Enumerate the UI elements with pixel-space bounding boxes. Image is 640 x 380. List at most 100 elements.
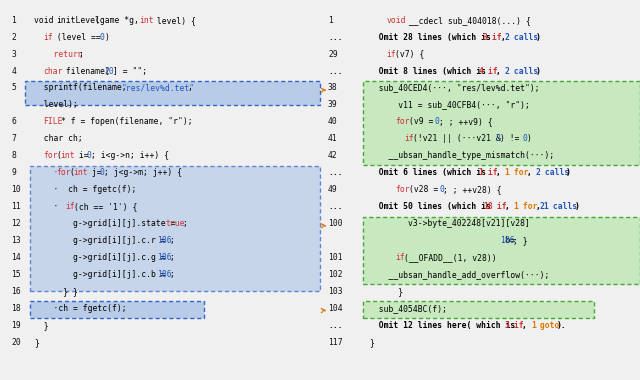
Text: ...: ... bbox=[328, 321, 342, 330]
Text: ,: , bbox=[496, 168, 506, 177]
Text: 3: 3 bbox=[483, 33, 488, 42]
Text: 14: 14 bbox=[11, 253, 21, 262]
Text: ; }: ; } bbox=[513, 236, 528, 245]
Text: ; i<g->n; i++) {: ; i<g->n; i++) { bbox=[91, 151, 169, 160]
Text: 7: 7 bbox=[11, 134, 16, 143]
Text: ,: , bbox=[505, 202, 515, 211]
Text: int: int bbox=[140, 16, 154, 25]
Text: true: true bbox=[165, 219, 185, 228]
Text: ): ) bbox=[566, 168, 571, 177]
Text: 29: 29 bbox=[328, 50, 338, 59]
Text: ) !=: ) != bbox=[500, 134, 525, 143]
Text: Omit 12 lines here( which is: Omit 12 lines here( which is bbox=[369, 321, 520, 330]
Text: 3: 3 bbox=[496, 134, 501, 143]
Text: 9: 9 bbox=[11, 168, 16, 177]
Text: ): ) bbox=[535, 33, 540, 42]
Text: 102: 102 bbox=[328, 270, 342, 279]
Text: if: if bbox=[396, 253, 405, 262]
Text: 10: 10 bbox=[11, 185, 21, 194]
Bar bbox=[363, 81, 640, 165]
Text: if: if bbox=[43, 33, 52, 42]
Text: (ch == '1') {: (ch == '1') { bbox=[74, 202, 137, 211]
Text: char ch;: char ch; bbox=[35, 134, 83, 143]
Text: 3: 3 bbox=[11, 50, 16, 59]
Text: 0: 0 bbox=[87, 151, 92, 160]
Text: (v7) {: (v7) { bbox=[396, 50, 425, 59]
Text: filename[: filename[ bbox=[61, 66, 109, 76]
Text: 1: 1 bbox=[328, 16, 333, 25]
Text: 21: 21 bbox=[540, 202, 549, 211]
Text: (level ==: (level == bbox=[52, 33, 106, 42]
Text: g->grid[i][j].state =: g->grid[i][j].state = bbox=[35, 219, 180, 228]
Text: calls: calls bbox=[509, 33, 538, 42]
Text: (game *g,: (game *g, bbox=[95, 16, 144, 25]
Text: }: } bbox=[369, 338, 374, 347]
Bar bbox=[26, 81, 320, 104]
Text: ...: ... bbox=[328, 66, 342, 76]
Text: void: void bbox=[387, 16, 406, 25]
Text: 20: 20 bbox=[11, 338, 21, 347]
Text: void: void bbox=[35, 16, 59, 25]
Text: 104: 104 bbox=[328, 304, 342, 313]
Text: calls: calls bbox=[548, 202, 578, 211]
Text: for: for bbox=[56, 168, 71, 177]
Text: (!v21 || (···v21 &: (!v21 || (···v21 & bbox=[413, 134, 506, 143]
Bar bbox=[363, 217, 640, 284]
Text: ,: , bbox=[496, 66, 506, 76]
Text: v3->byte_402248[v21][v28]: v3->byte_402248[v21][v28] bbox=[369, 219, 530, 228]
Text: 186: 186 bbox=[157, 253, 172, 262]
Text: g->grid[i][j].c.r =: g->grid[i][j].c.r = bbox=[35, 236, 171, 245]
Text: ] = "";: ] = ""; bbox=[113, 66, 147, 76]
Text: 1: 1 bbox=[479, 168, 483, 177]
Text: level);: level); bbox=[35, 100, 78, 109]
Text: ·ch = fgetc(f);: ·ch = fgetc(f); bbox=[35, 304, 127, 313]
Text: if: if bbox=[387, 50, 396, 59]
Text: Omit 8 lines (which is: Omit 8 lines (which is bbox=[369, 66, 491, 76]
Text: 20: 20 bbox=[104, 66, 114, 76]
Text: ): ) bbox=[527, 134, 531, 143]
Text: (: ( bbox=[69, 168, 74, 177]
Text: if: if bbox=[483, 168, 497, 177]
Text: ;: ; bbox=[170, 253, 175, 262]
Text: g->grid[i][j].c.b =: g->grid[i][j].c.b = bbox=[35, 270, 171, 279]
Text: 0: 0 bbox=[435, 117, 440, 127]
Text: ; j<g->m; j++) {: ; j<g->m; j++) { bbox=[104, 168, 182, 177]
Text: __cdecl sub_404018(...) {: __cdecl sub_404018(...) { bbox=[404, 16, 531, 25]
Text: ,: , bbox=[500, 33, 505, 42]
Text: 16: 16 bbox=[11, 287, 21, 296]
Text: if: if bbox=[65, 202, 75, 211]
Text: FILE: FILE bbox=[43, 117, 63, 127]
Text: 18: 18 bbox=[11, 304, 21, 313]
Text: ): ) bbox=[104, 33, 109, 42]
Text: goto: goto bbox=[535, 321, 559, 330]
Text: 3: 3 bbox=[505, 321, 509, 330]
Text: __ubsan_handle_type_mismatch(···);: __ubsan_handle_type_mismatch(···); bbox=[369, 151, 554, 160]
Text: 1: 1 bbox=[11, 16, 16, 25]
Text: 0: 0 bbox=[439, 185, 444, 194]
Text: 41: 41 bbox=[328, 134, 338, 143]
Text: j=: j= bbox=[87, 168, 101, 177]
Text: 0: 0 bbox=[522, 134, 527, 143]
Text: v11 = sub_40CFB4(···, "r");: v11 = sub_40CFB4(···, "r"); bbox=[369, 100, 530, 109]
Text: .b=: .b= bbox=[369, 236, 515, 245]
Text: if: if bbox=[404, 134, 414, 143]
Text: Omit 6 lines (which is: Omit 6 lines (which is bbox=[369, 168, 491, 177]
Text: (__OFADD__(1, v28)): (__OFADD__(1, v28)) bbox=[404, 253, 497, 262]
Text: (: ( bbox=[56, 151, 61, 160]
Text: ·  ch = fgetc(f);: · ch = fgetc(f); bbox=[35, 185, 137, 194]
Text: 1: 1 bbox=[505, 168, 509, 177]
Text: 100: 100 bbox=[328, 219, 342, 228]
Text: for: for bbox=[509, 168, 529, 177]
Text: }: } bbox=[369, 287, 403, 296]
Text: 4: 4 bbox=[479, 66, 483, 76]
Text: for: for bbox=[518, 202, 538, 211]
Text: ,: , bbox=[527, 168, 536, 177]
Text: 2: 2 bbox=[535, 168, 540, 177]
Text: 6: 6 bbox=[11, 117, 16, 127]
Text: if: if bbox=[487, 33, 502, 42]
Text: return: return bbox=[35, 50, 83, 59]
Bar bbox=[30, 301, 204, 318]
Text: ; ; ++v28) {: ; ; ++v28) { bbox=[444, 185, 502, 194]
Text: 2: 2 bbox=[505, 66, 509, 76]
Text: for: for bbox=[43, 151, 58, 160]
